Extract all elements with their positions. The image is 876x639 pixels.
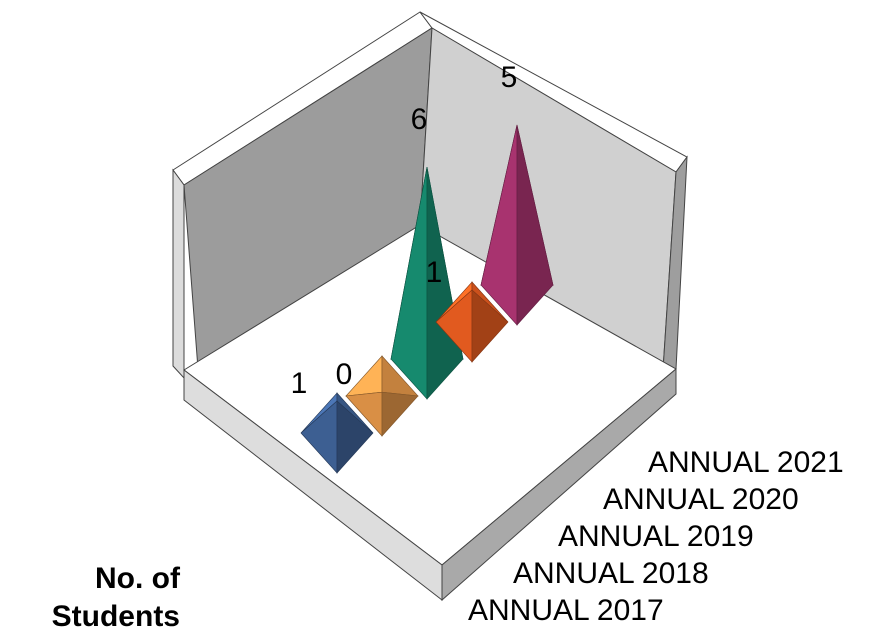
data-label: 6	[411, 103, 428, 136]
category-label: ANNUAL 2017	[468, 594, 664, 627]
y-axis-label-line-2: Students	[52, 600, 180, 633]
pyramid-bar	[345, 355, 419, 437]
category-label: ANNUAL 2020	[603, 483, 799, 516]
pyramid-bar	[435, 281, 509, 363]
pyramid-front-right-face	[336, 400, 374, 474]
pyramid-front-right-face	[471, 289, 509, 363]
pyramid-bars	[300, 124, 554, 474]
pyramid-front-right-face	[381, 391, 419, 437]
data-label: 5	[501, 61, 518, 94]
left-wall-front	[172, 168, 185, 380]
category-label: ANNUAL 2021	[648, 446, 844, 479]
pyramid-front-right-face	[516, 124, 554, 326]
pyramid-bar	[480, 124, 554, 326]
category-labels: ANNUAL 2017 ANNUAL 2018 ANNUAL 2019 ANNUAL …	[468, 446, 844, 627]
floor-right-edge	[441, 367, 677, 602]
y-axis-label-line-1: No. of	[95, 562, 181, 595]
data-label: 1	[426, 256, 443, 289]
category-label: ANNUAL 2019	[558, 520, 754, 553]
pyramid-bar	[300, 392, 374, 474]
y-axis-label: No. of Students	[52, 562, 181, 633]
data-label: 1	[291, 367, 308, 400]
data-label: 0	[336, 358, 353, 391]
category-label: ANNUAL 2018	[513, 557, 709, 590]
